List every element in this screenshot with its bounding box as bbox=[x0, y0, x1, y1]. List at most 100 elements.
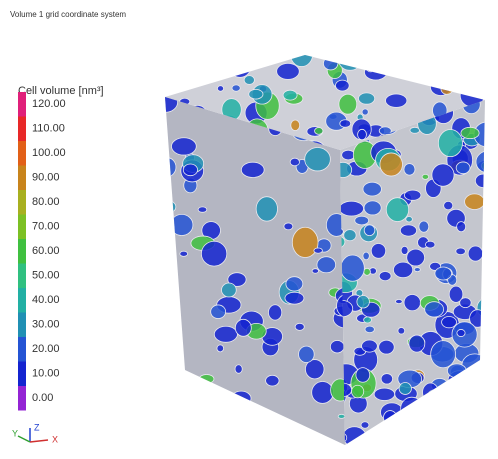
legend-swatch bbox=[18, 386, 26, 411]
pore bbox=[419, 59, 441, 75]
pore bbox=[363, 182, 381, 196]
pore bbox=[361, 422, 369, 428]
window-title: Volume 1 grid coordinate system bbox=[10, 10, 126, 19]
pore bbox=[243, 46, 264, 62]
pore bbox=[268, 305, 281, 320]
pore bbox=[442, 316, 457, 327]
pore bbox=[231, 391, 251, 406]
legend-label: 80.00 bbox=[32, 196, 60, 208]
pore bbox=[366, 63, 375, 72]
pore bbox=[457, 222, 466, 232]
pore bbox=[451, 48, 470, 69]
pore bbox=[344, 230, 356, 241]
pore bbox=[167, 43, 188, 60]
pore bbox=[364, 225, 375, 236]
legend-label: 100.00 bbox=[32, 147, 66, 159]
pore bbox=[339, 201, 363, 216]
pore bbox=[404, 295, 421, 311]
legend-label: 40.00 bbox=[32, 294, 60, 306]
pore bbox=[425, 421, 446, 434]
pore bbox=[450, 74, 458, 83]
pore bbox=[342, 150, 355, 160]
legend-label: 60.00 bbox=[32, 245, 60, 257]
pore bbox=[425, 302, 444, 317]
pore bbox=[461, 127, 479, 138]
axis-y: Y bbox=[12, 428, 18, 438]
pore bbox=[404, 190, 420, 200]
pore bbox=[210, 67, 219, 75]
pore bbox=[444, 50, 467, 68]
pore bbox=[426, 434, 438, 448]
pore bbox=[198, 207, 207, 212]
pore bbox=[408, 47, 428, 60]
pore bbox=[449, 71, 471, 87]
pore bbox=[414, 268, 420, 272]
pore bbox=[432, 164, 454, 186]
pore bbox=[477, 61, 489, 69]
pore bbox=[363, 252, 369, 260]
pore bbox=[469, 377, 478, 384]
pore bbox=[284, 223, 293, 230]
pore bbox=[180, 251, 188, 256]
pore bbox=[400, 225, 416, 236]
legend-swatch bbox=[18, 337, 26, 362]
pore bbox=[456, 248, 466, 255]
pore bbox=[356, 368, 370, 383]
pore bbox=[458, 409, 481, 427]
pore bbox=[425, 241, 435, 248]
pore bbox=[336, 80, 350, 91]
pore bbox=[482, 370, 488, 376]
pore bbox=[386, 94, 407, 107]
pore bbox=[314, 248, 323, 253]
pore bbox=[458, 64, 483, 80]
pore bbox=[381, 374, 393, 384]
pore bbox=[475, 174, 490, 187]
pore bbox=[398, 46, 416, 66]
pore bbox=[455, 54, 477, 77]
pore bbox=[477, 374, 491, 391]
pore bbox=[315, 128, 323, 135]
pore bbox=[441, 83, 453, 94]
pore bbox=[431, 341, 456, 368]
pore bbox=[403, 416, 420, 431]
pore bbox=[431, 418, 456, 437]
pore bbox=[162, 201, 176, 213]
pore bbox=[277, 63, 300, 79]
pore bbox=[471, 415, 494, 440]
pore bbox=[295, 323, 304, 330]
axis-z: Z bbox=[34, 422, 40, 432]
legend-swatch bbox=[18, 313, 26, 338]
pore bbox=[188, 61, 204, 72]
pore bbox=[158, 158, 176, 177]
pore bbox=[222, 283, 237, 297]
pore bbox=[419, 221, 429, 232]
pore bbox=[457, 405, 478, 425]
pore bbox=[338, 414, 345, 418]
pore bbox=[365, 326, 374, 333]
legend-label: 0.00 bbox=[32, 392, 53, 404]
pore bbox=[312, 269, 319, 274]
pore bbox=[162, 376, 169, 384]
legend-label: 50.00 bbox=[32, 269, 60, 281]
pore bbox=[340, 120, 351, 128]
pore bbox=[291, 120, 300, 131]
pore bbox=[401, 246, 408, 254]
pore bbox=[438, 130, 462, 157]
pore bbox=[256, 197, 277, 221]
colorbar: 120.00110.00100.0090.0080.0070.0060.0050… bbox=[18, 92, 66, 411]
pore bbox=[476, 384, 496, 398]
pore bbox=[408, 55, 418, 62]
pore bbox=[201, 241, 226, 266]
pore bbox=[299, 346, 315, 362]
pore bbox=[406, 216, 413, 222]
pore bbox=[393, 411, 413, 429]
pore bbox=[386, 198, 408, 222]
pore bbox=[475, 73, 491, 86]
pore bbox=[171, 214, 193, 235]
pore bbox=[379, 271, 391, 280]
pore bbox=[428, 390, 444, 403]
pore bbox=[470, 376, 488, 397]
pore bbox=[460, 298, 472, 308]
pore bbox=[285, 292, 304, 304]
pore bbox=[423, 383, 439, 401]
